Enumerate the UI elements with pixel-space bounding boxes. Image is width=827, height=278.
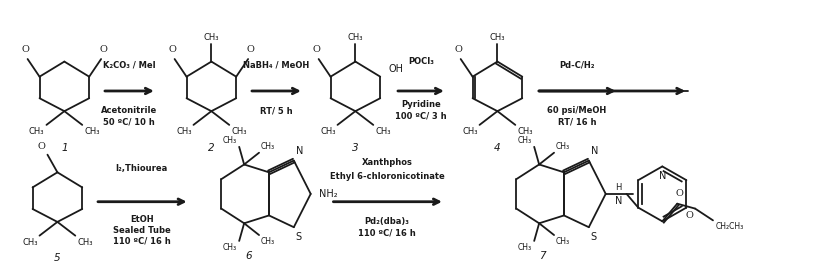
Text: O: O: [455, 45, 462, 54]
Text: CH₃: CH₃: [176, 127, 192, 136]
Text: H: H: [615, 183, 622, 192]
Text: N: N: [590, 146, 598, 156]
Text: 2: 2: [208, 143, 215, 153]
Text: CH₃: CH₃: [22, 238, 37, 247]
Text: 6: 6: [246, 251, 252, 261]
Text: CH₃: CH₃: [375, 127, 391, 136]
Text: Pyridine: Pyridine: [401, 100, 441, 109]
Text: CH₃: CH₃: [77, 238, 93, 247]
Text: CH₃: CH₃: [223, 243, 237, 252]
Text: O: O: [686, 210, 693, 220]
Text: S: S: [590, 232, 597, 242]
Text: O: O: [99, 45, 107, 54]
Text: OH: OH: [388, 64, 404, 74]
Text: CH₃: CH₃: [518, 243, 533, 252]
Text: CH₃: CH₃: [29, 127, 45, 136]
Text: CH₂CH₃: CH₂CH₃: [716, 222, 744, 231]
Text: N: N: [296, 146, 304, 156]
Text: N: N: [658, 171, 666, 181]
Text: NH₂: NH₂: [318, 189, 337, 199]
Text: CH₃: CH₃: [462, 127, 477, 136]
Text: Ethyl 6-chloronicotinate: Ethyl 6-chloronicotinate: [330, 172, 445, 181]
Text: 110 ºC/ 16 h: 110 ºC/ 16 h: [113, 236, 170, 245]
Text: CH₃: CH₃: [490, 33, 505, 42]
Text: 7: 7: [539, 251, 546, 261]
Text: N: N: [615, 196, 622, 206]
Text: CH₃: CH₃: [232, 127, 246, 136]
Text: O: O: [676, 189, 683, 198]
Text: CH₃: CH₃: [84, 127, 100, 136]
Text: 5: 5: [54, 253, 60, 263]
Text: 50 ºC/ 10 h: 50 ºC/ 10 h: [103, 118, 155, 127]
Text: CH₃: CH₃: [518, 136, 533, 145]
Text: CH₃: CH₃: [261, 142, 275, 151]
Text: 4: 4: [494, 143, 500, 153]
Text: 60 psi/MeOH: 60 psi/MeOH: [547, 106, 606, 115]
Text: RT/ 16 h: RT/ 16 h: [557, 118, 596, 127]
Text: K₂CO₃ / MeI: K₂CO₃ / MeI: [103, 61, 155, 70]
Text: CH₃: CH₃: [347, 33, 363, 42]
Text: O: O: [313, 45, 321, 54]
Text: 100 ºC/ 3 h: 100 ºC/ 3 h: [395, 112, 447, 121]
Text: 3: 3: [352, 143, 359, 153]
Text: POCl₃: POCl₃: [408, 57, 434, 66]
Text: S: S: [296, 232, 302, 242]
Text: 1: 1: [61, 143, 68, 153]
Text: Pd₂(dba)₃: Pd₂(dba)₃: [365, 217, 409, 226]
Text: RT/ 5 h: RT/ 5 h: [260, 106, 292, 115]
Text: O: O: [22, 45, 30, 54]
Text: Acetonitrile: Acetonitrile: [101, 106, 157, 115]
Text: NaBH₄ / MeOH: NaBH₄ / MeOH: [243, 61, 309, 70]
Text: CH₃: CH₃: [518, 127, 533, 136]
Text: 110 ºC/ 16 h: 110 ºC/ 16 h: [358, 229, 416, 238]
Text: O: O: [246, 45, 254, 54]
Text: CH₃: CH₃: [556, 142, 570, 151]
Text: O: O: [37, 142, 45, 151]
Text: CH₃: CH₃: [261, 237, 275, 246]
Text: O: O: [169, 45, 177, 54]
Text: Sealed Tube: Sealed Tube: [113, 226, 170, 235]
Text: CH₃: CH₃: [556, 237, 570, 246]
Text: CH₃: CH₃: [320, 127, 336, 136]
Text: CH₃: CH₃: [223, 136, 237, 145]
Text: CH₃: CH₃: [203, 33, 219, 42]
Text: Xanthphos: Xanthphos: [361, 158, 413, 167]
Text: Pd-C/H₂: Pd-C/H₂: [559, 61, 595, 70]
Text: I₂,Thiourea: I₂,Thiourea: [116, 164, 168, 173]
Text: EtOH: EtOH: [130, 215, 154, 224]
